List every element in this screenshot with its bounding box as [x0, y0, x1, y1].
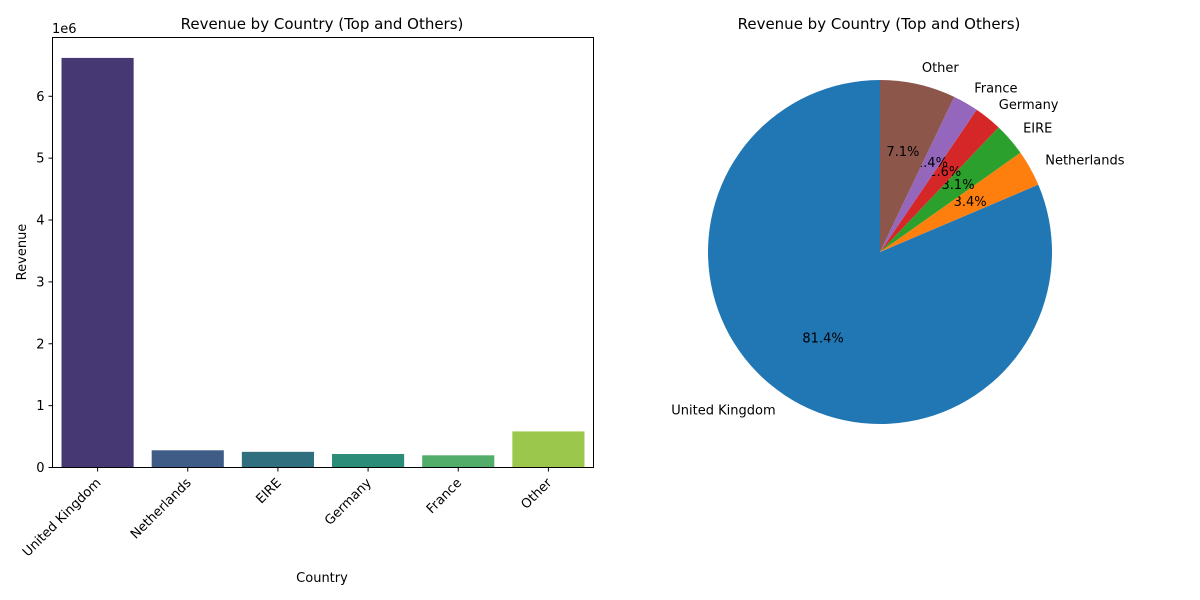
x-axis-label: Country: [296, 571, 348, 586]
pie-slice: [880, 80, 955, 252]
pie-slice: [880, 127, 1021, 252]
x-tick-label: Germany: [322, 476, 375, 529]
y-tick-label: 4: [36, 214, 44, 229]
bar: [512, 431, 585, 468]
y-tick-label: 0: [36, 461, 44, 476]
pie-slice-label: Netherlands: [1045, 153, 1124, 168]
y-tick-label: 2: [36, 337, 44, 352]
pie-slice-label: France: [974, 81, 1017, 96]
bar: [332, 454, 405, 468]
pie-slice: [880, 96, 977, 252]
bar: [61, 57, 134, 468]
bar-chart: Revenue by Country (Top and Others) Unit…: [15, 15, 594, 586]
bar: [422, 455, 495, 468]
y-axis-label: Revenue: [15, 224, 30, 281]
pie-pct-label: 3.4%: [954, 195, 987, 210]
pie-chart: Revenue by Country (Top and Others) Unit…: [671, 15, 1125, 425]
x-tick-label: United Kingdom: [20, 476, 104, 560]
pie-plot-area: United Kingdom 81.4% Netherlands 3.4% EIRE 3.…: [671, 61, 1125, 425]
x-tick-label: EIRE: [253, 476, 284, 507]
pie-slice: [880, 152, 1039, 252]
bar-chart-title: Revenue by Country (Top and Others): [181, 15, 464, 33]
x-tick-label: Netherlands: [128, 476, 195, 543]
y-scale-label: 1e6: [52, 22, 77, 37]
y-tick-label: 6: [36, 90, 44, 105]
pie-slice: [708, 80, 1052, 425]
pie-slice-label: United Kingdom: [671, 403, 775, 418]
y-tick-label: 5: [36, 152, 44, 167]
bar-plot-area: United Kingdom Netherlands EIRE Germany Fran…: [20, 57, 585, 560]
pie-pct-label: 7.1%: [886, 145, 919, 160]
x-tick-label: Other: [519, 475, 556, 512]
pie-pct-label: 3.1%: [942, 178, 975, 193]
pie-pct-label: 2.6%: [928, 165, 961, 180]
bar: [241, 451, 314, 468]
pie-slice-label: Germany: [999, 98, 1059, 113]
bar-plot-frame: [52, 37, 594, 468]
pie-chart-title: Revenue by Country (Top and Others): [738, 15, 1021, 33]
pie-slice: [880, 109, 999, 252]
bar: [151, 450, 224, 468]
x-tick-label: France: [424, 476, 465, 517]
pie-slice-label: EIRE: [1023, 122, 1052, 137]
pie-slice-label: Other: [922, 61, 960, 76]
y-tick-label: 3: [36, 275, 44, 290]
y-tick-label: 1: [36, 399, 44, 414]
pie-pct-label: 81.4%: [802, 332, 843, 347]
